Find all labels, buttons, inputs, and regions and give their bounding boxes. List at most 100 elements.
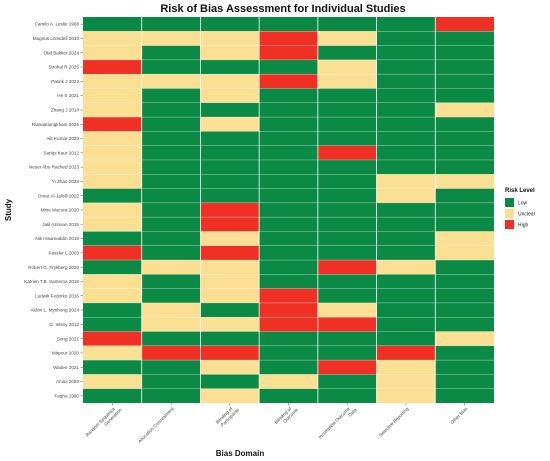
heatmap-cell: [435, 231, 494, 246]
heatmap-cell: [435, 45, 494, 60]
heatmap-cell: [259, 302, 318, 318]
heatmap-cell: [376, 145, 436, 160]
heatmap-cell: [259, 360, 318, 375]
heatmap-cell: [259, 159, 318, 175]
heatmap-cell: [200, 260, 260, 275]
heatmap-cell: [317, 202, 377, 218]
heatmap-cell: [376, 360, 436, 375]
study-tick-label: Omar Al-Jaloill 2022: [38, 193, 80, 198]
heatmap-cell: [141, 345, 201, 361]
heatmap-cell: [376, 274, 436, 289]
heatmap-cell: [317, 88, 377, 103]
heatmap-cell: [83, 288, 142, 303]
heatmap-cell: [141, 331, 201, 346]
study-tick-label: Fagha 1996: [54, 393, 79, 398]
heatmap-cell: [376, 131, 436, 146]
heatmap-cell: [259, 231, 318, 246]
heatmap-cell: [376, 102, 436, 118]
heatmap-cell: [83, 145, 142, 160]
heatmap-cell: [200, 288, 260, 303]
domain-tick-label: Selective Reporting: [378, 406, 410, 438]
heatmap-cell: [259, 288, 318, 303]
study-tick-label: Kessler L 2003: [49, 250, 80, 255]
heatmap-cell: [376, 74, 436, 89]
heatmap-cell: [141, 302, 201, 318]
heatmap-cell: [317, 59, 377, 75]
heatmap-cell: [435, 188, 494, 203]
heatmap-cell: [141, 45, 201, 60]
heatmap-cell: [200, 374, 260, 389]
heatmap-cell: [259, 374, 318, 389]
heatmap-cell: [317, 302, 377, 318]
heatmap-cell: [141, 117, 201, 132]
study-tick-label: Ludwik Fedorko 2016: [35, 293, 79, 298]
heatmap-cell: [200, 74, 260, 89]
heatmap-cell: [200, 302, 260, 318]
heatmap-cell: [435, 31, 494, 46]
cell-gridlines: [83, 17, 494, 403]
heatmap-cell: [200, 231, 260, 246]
heatmap-cell: [317, 260, 377, 275]
legend-swatch: [505, 209, 514, 218]
heatmap-cell: [200, 202, 260, 218]
heatmap-cell: [259, 131, 318, 146]
heatmap-cell: [376, 260, 436, 275]
heatmap-cell: [83, 174, 142, 189]
heatmap-cell: [200, 345, 260, 361]
heatmap-cell: [141, 145, 201, 160]
heatmap-cell: [83, 31, 142, 46]
heatmap-cell: [376, 59, 436, 75]
legend-swatch: [505, 198, 514, 207]
study-tick-label: Strohal R 2025: [48, 65, 79, 70]
domain-tick-label: Blinding ofParticipants: [215, 403, 241, 429]
heatmap-cell: [259, 145, 318, 160]
study-tick-label: Yi Zhao 2023: [52, 179, 80, 184]
heatmap-cell: [141, 217, 201, 232]
heatmap-cell: [317, 45, 377, 60]
legend-title: Risk Level: [505, 188, 535, 194]
study-tick-label: Pasek J 2023: [51, 79, 79, 84]
heatmap-cell: [141, 317, 201, 332]
heatmap-cell: [435, 145, 494, 160]
heatmap-cell: [317, 145, 377, 160]
study-tick-label: Robert G. Frykberg 2020: [28, 265, 79, 270]
heatmap-cell: [141, 202, 201, 218]
chart-title: Risk of Bias Assessment for Individual S…: [160, 3, 405, 15]
heatmap-cell: [141, 274, 201, 289]
heatmap-cell: [317, 374, 377, 389]
heatmap-cell: [317, 274, 377, 289]
study-tick-label: Mirpour 2020: [52, 351, 80, 356]
heatmap-cell: [376, 245, 436, 261]
heatmap-cell: [141, 131, 201, 146]
heatmap-cell: [200, 174, 260, 189]
heatmap-cell: [317, 117, 377, 132]
heatmap-cell: [259, 74, 318, 89]
heatmap-cell: [83, 260, 142, 275]
heatmap-cell: [259, 217, 318, 232]
heatmap-cell: [376, 374, 436, 389]
heatmap-cell: [259, 17, 318, 32]
heatmap-cell: [83, 317, 142, 332]
heatmap-cell: [83, 388, 142, 403]
heatmap-cell: [435, 117, 494, 132]
heatmap-cell: [435, 260, 494, 275]
heatmap-cell: [317, 217, 377, 232]
study-tick-label: Katrien T.B. Santema 2018: [24, 279, 79, 284]
legend-swatch: [505, 220, 514, 229]
heatmap-cell: [435, 388, 494, 403]
y-axis-title: Study: [4, 198, 13, 221]
heatmap-cell: [317, 174, 377, 189]
study-tick-label: Nik Hisamuddin 2019: [35, 236, 79, 241]
heatmap-cell: [317, 31, 377, 46]
heatmap-cell: [259, 102, 318, 118]
heatmap-cells: [83, 17, 494, 403]
heatmap-cell: [83, 88, 142, 103]
heatmap-cell: [376, 331, 436, 346]
heatmap-cell: [435, 288, 494, 303]
heatmap-cell: [200, 59, 260, 75]
heatmap-cell: [376, 217, 436, 232]
heatmap-cell: [141, 88, 201, 103]
heatmap-cell: [141, 388, 201, 403]
heatmap-cell: [200, 145, 260, 160]
study-tick-label: Amini 2020: [56, 379, 79, 384]
